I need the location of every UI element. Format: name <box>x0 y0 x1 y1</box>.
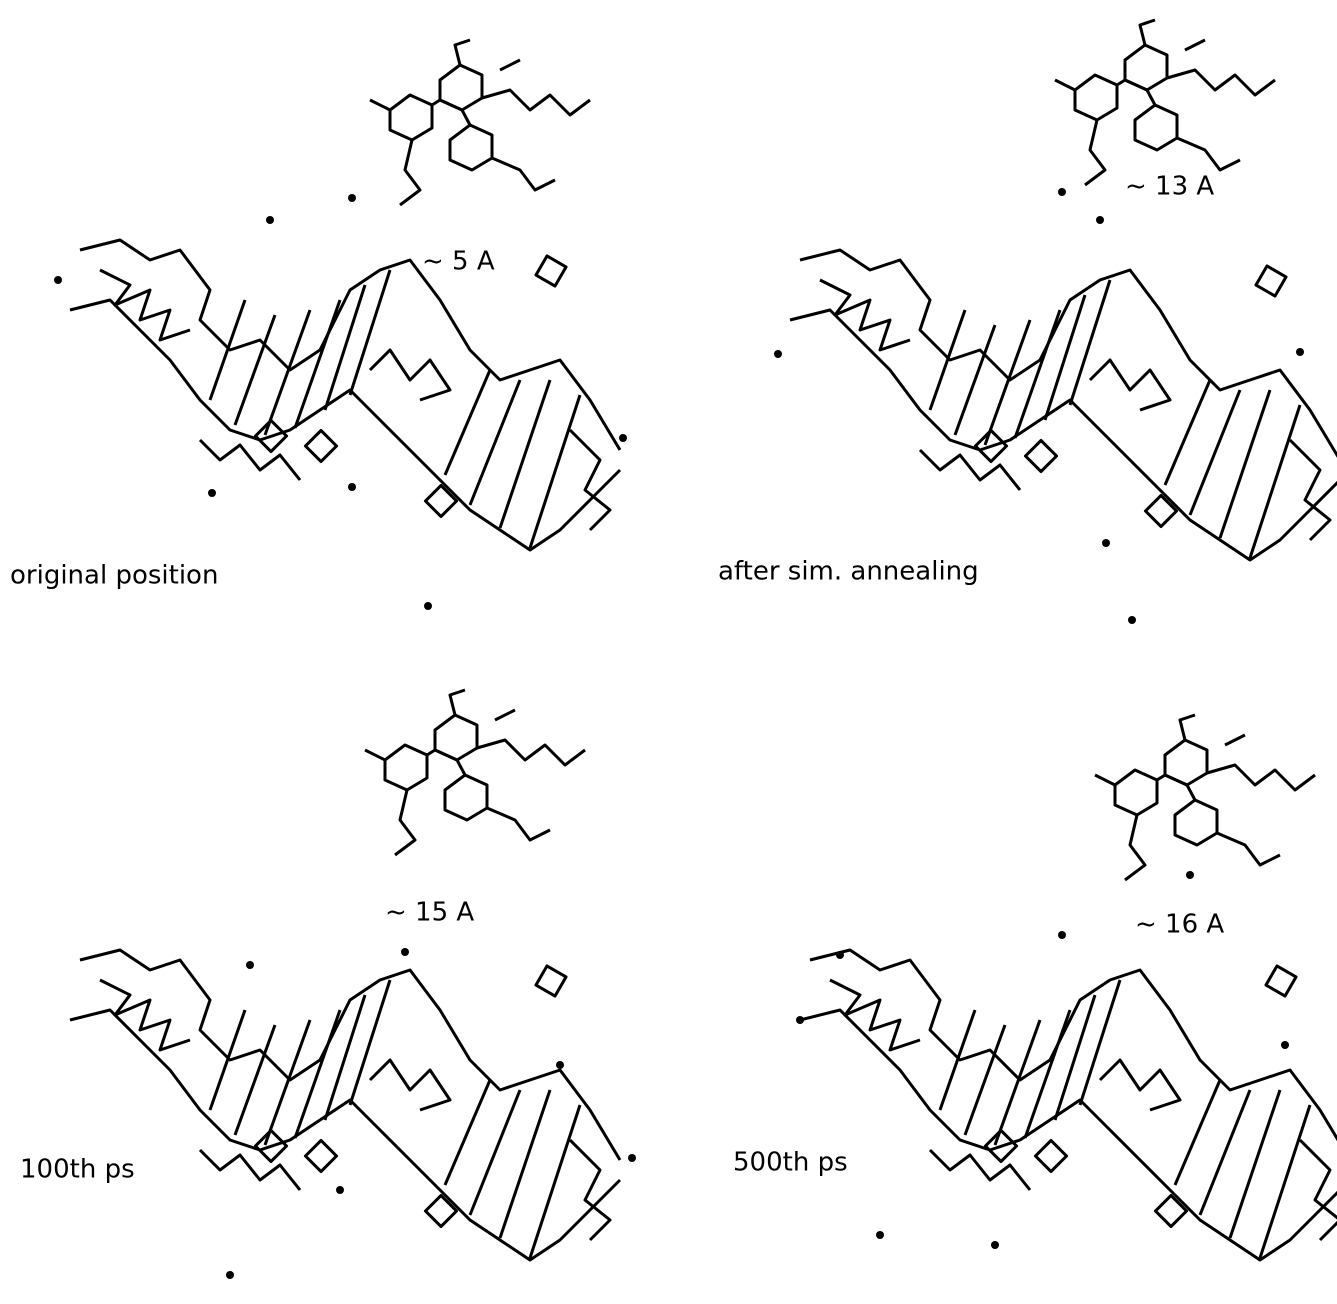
ion <box>266 216 274 224</box>
ion <box>1096 216 1104 224</box>
ion <box>54 276 62 284</box>
panel-4: 500th ps ~ 16 A <box>733 715 1337 1260</box>
ion <box>796 1016 804 1024</box>
panel-2: after sim. annealing ~ 13 A <box>718 20 1337 624</box>
ion <box>876 1231 884 1239</box>
ion <box>348 483 356 491</box>
ion <box>1102 539 1110 547</box>
distance-label: ~ 16 A <box>1135 910 1224 940</box>
ligand-structure <box>365 690 585 855</box>
distance-label: ~ 15 A <box>385 898 474 928</box>
ion <box>619 434 627 442</box>
ion <box>208 489 216 497</box>
dna-structure <box>790 250 1337 560</box>
ion <box>556 1061 564 1069</box>
panel-label: 100th ps <box>20 1155 135 1185</box>
panel-label: after sim. annealing <box>718 557 979 587</box>
dna-structure <box>800 950 1337 1260</box>
ion <box>1128 616 1136 624</box>
ion <box>1058 188 1066 196</box>
panel-1: original position ~ 5 A <box>10 40 627 610</box>
distance-label: ~ 13 A <box>1125 172 1214 202</box>
ion <box>774 350 782 358</box>
ion <box>401 948 409 956</box>
ion <box>1281 1041 1289 1049</box>
ion <box>1296 348 1304 356</box>
ion <box>226 1271 234 1279</box>
ligand-structure <box>370 40 590 205</box>
distance-label: ~ 5 A <box>422 247 495 277</box>
ion <box>836 951 844 959</box>
ion <box>336 1186 344 1194</box>
dna-structure <box>70 240 620 550</box>
ligand-structure <box>1095 715 1315 880</box>
figure: original position ~ 5 A after sim. annea… <box>0 0 1337 1304</box>
ion <box>1186 871 1194 879</box>
dna-structure <box>70 950 620 1260</box>
panel-3: 100th ps ~ 15 A <box>20 690 636 1279</box>
panel-label: original position <box>10 561 218 591</box>
ion <box>1058 931 1066 939</box>
ion <box>246 961 254 969</box>
ion <box>348 194 356 202</box>
ion <box>628 1154 636 1162</box>
panel-label: 500th ps <box>733 1148 848 1178</box>
ion <box>424 602 432 610</box>
ligand-structure <box>1055 20 1275 185</box>
ion <box>991 1241 999 1249</box>
